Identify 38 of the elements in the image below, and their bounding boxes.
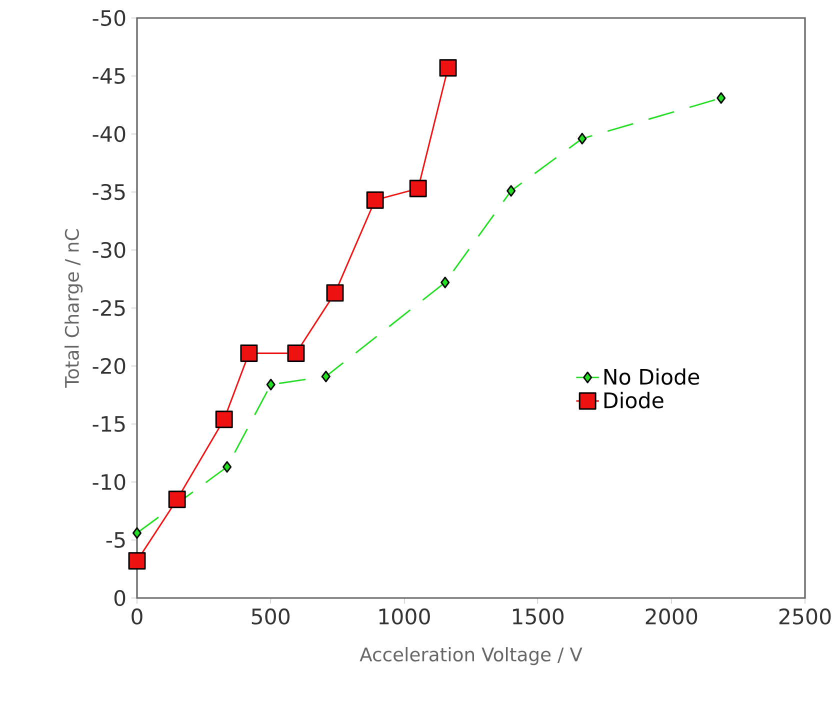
point — [168, 490, 186, 508]
y-axis-title: Total Charge / nC — [64, 229, 83, 388]
point — [439, 59, 457, 77]
point — [716, 92, 726, 104]
point — [215, 410, 233, 428]
point — [506, 185, 516, 197]
point — [240, 344, 258, 362]
point — [409, 180, 427, 198]
point — [578, 132, 587, 144]
y-tick-label: -20 — [92, 358, 126, 374]
x-tick-label: 1500 — [513, 608, 564, 625]
x-tick-label: 1000 — [379, 608, 430, 625]
point — [287, 344, 305, 362]
point — [266, 378, 276, 390]
point — [440, 276, 450, 288]
y-tick-label: -30 — [92, 242, 126, 258]
y-tick-label: -5 — [106, 532, 125, 548]
y-tick-label: -35 — [92, 184, 125, 200]
x-tick-label: 2500 — [779, 608, 831, 625]
x-tick-label: 2000 — [646, 608, 698, 625]
point — [321, 370, 330, 382]
point — [132, 527, 142, 539]
x-tick-label: 0 — [132, 608, 142, 625]
y-tick-label: -50 — [92, 10, 126, 26]
y-tick-label: -10 — [92, 474, 126, 490]
point — [366, 191, 384, 209]
legend-label: Diode — [604, 392, 664, 408]
y-tick-label: -15 — [92, 416, 125, 432]
y-tick-label: 0 — [114, 590, 126, 606]
y-tick-label: -40 — [92, 126, 126, 142]
point — [326, 284, 344, 302]
x-axis-title: Acceleration Voltage / V — [360, 647, 582, 666]
point — [222, 461, 232, 473]
x-tick-label: 500 — [252, 608, 290, 625]
y-tick-label: -45 — [92, 68, 125, 84]
y-tick-label: -25 — [92, 300, 125, 316]
point — [128, 552, 146, 570]
legend-label: No Diode — [604, 368, 700, 385]
